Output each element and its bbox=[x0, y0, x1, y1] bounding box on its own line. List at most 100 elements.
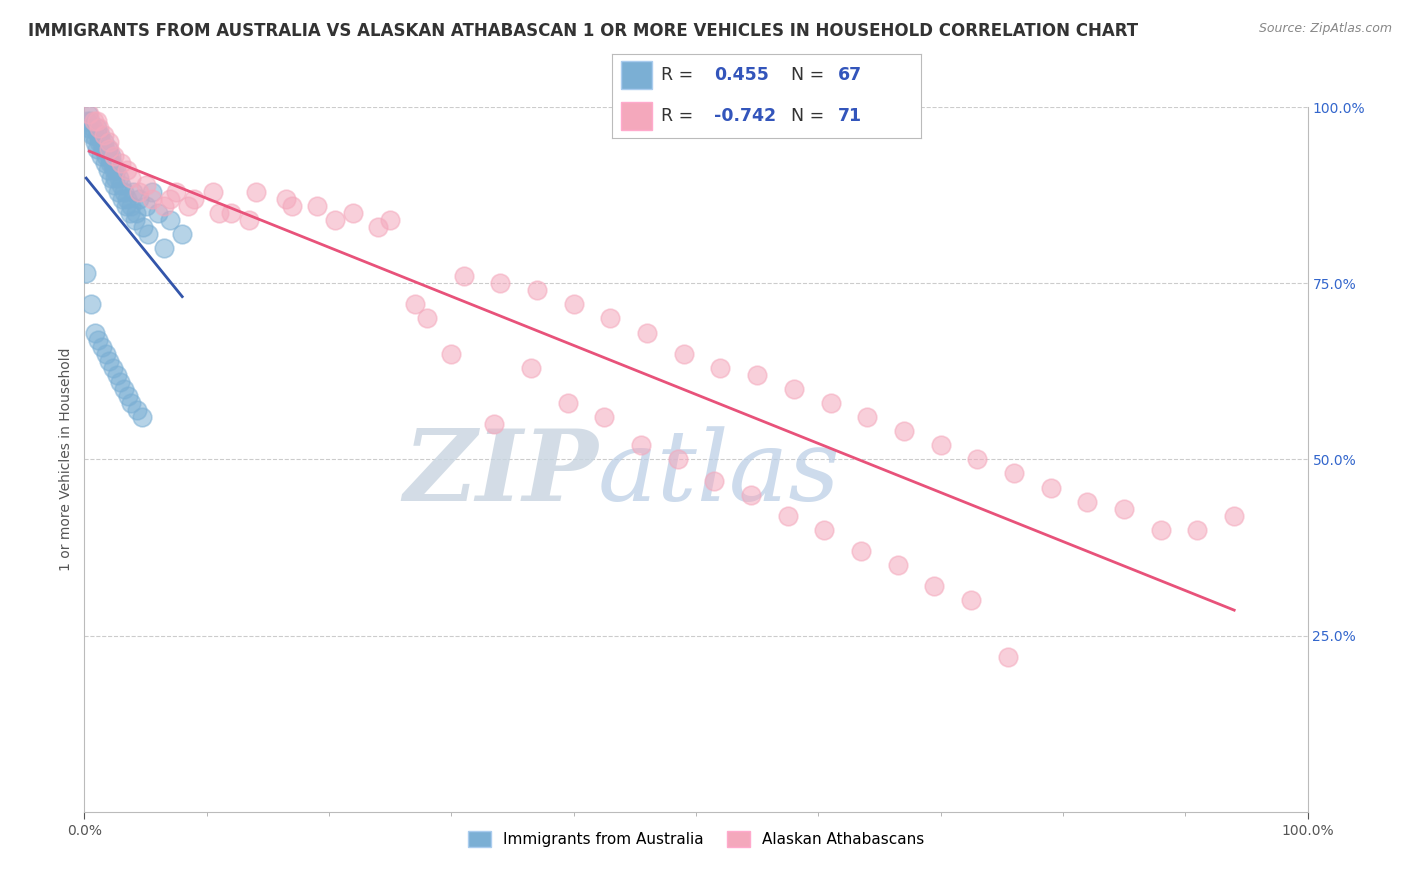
Point bbox=[118, 205, 141, 219]
Point bbox=[562, 297, 585, 311]
Point bbox=[1114, 501, 1136, 516]
Point bbox=[80, 128, 103, 143]
Point bbox=[666, 452, 689, 467]
Point bbox=[966, 452, 988, 467]
Point bbox=[83, 128, 105, 143]
Point bbox=[482, 417, 505, 431]
Point bbox=[636, 326, 658, 340]
Point bbox=[90, 135, 112, 149]
Point bbox=[128, 192, 150, 206]
Point bbox=[91, 340, 114, 354]
Point bbox=[146, 205, 169, 219]
Point bbox=[80, 297, 103, 311]
Point bbox=[87, 128, 110, 143]
Point bbox=[97, 163, 120, 178]
Point bbox=[86, 121, 108, 136]
Point bbox=[94, 346, 117, 360]
Point bbox=[98, 156, 121, 170]
Point bbox=[83, 114, 105, 128]
Point bbox=[141, 185, 163, 199]
Point bbox=[115, 192, 138, 206]
Point bbox=[159, 212, 181, 227]
Point bbox=[86, 114, 108, 128]
Point bbox=[1150, 523, 1173, 537]
Point bbox=[97, 135, 120, 149]
Point bbox=[599, 311, 621, 326]
Point bbox=[1223, 508, 1246, 523]
Point bbox=[124, 212, 146, 227]
Point bbox=[416, 311, 439, 326]
Point bbox=[849, 544, 872, 558]
Point bbox=[526, 283, 548, 297]
Point bbox=[110, 375, 132, 389]
Point bbox=[672, 346, 695, 360]
Point bbox=[98, 353, 121, 368]
Point bbox=[177, 199, 200, 213]
Point bbox=[103, 163, 125, 178]
Point bbox=[453, 269, 475, 284]
Point bbox=[112, 185, 135, 199]
Point bbox=[380, 212, 402, 227]
Point bbox=[120, 396, 142, 410]
Point bbox=[520, 360, 543, 375]
Text: atlas: atlas bbox=[598, 425, 841, 521]
Point bbox=[1076, 494, 1098, 508]
Point bbox=[87, 121, 110, 136]
Point bbox=[1039, 481, 1062, 495]
Point bbox=[103, 149, 125, 163]
Point bbox=[820, 396, 842, 410]
Text: R =: R = bbox=[661, 107, 699, 125]
Point bbox=[103, 178, 125, 192]
Point bbox=[100, 149, 122, 163]
Point bbox=[323, 212, 346, 227]
Text: ZIP: ZIP bbox=[404, 425, 598, 522]
Point bbox=[91, 142, 114, 156]
Point bbox=[125, 403, 148, 417]
Point bbox=[79, 114, 101, 128]
Point bbox=[90, 149, 112, 163]
Point bbox=[75, 266, 97, 280]
Text: 67: 67 bbox=[838, 66, 862, 84]
Point bbox=[94, 142, 117, 156]
Point bbox=[305, 199, 328, 213]
Point bbox=[960, 593, 983, 607]
Text: 0.455: 0.455 bbox=[714, 66, 769, 84]
Point bbox=[122, 185, 145, 199]
FancyBboxPatch shape bbox=[621, 62, 652, 89]
Point bbox=[115, 163, 138, 178]
Point bbox=[76, 114, 98, 128]
Text: Source: ZipAtlas.com: Source: ZipAtlas.com bbox=[1258, 22, 1392, 36]
Point bbox=[86, 142, 108, 156]
Point bbox=[83, 326, 105, 340]
Point bbox=[128, 185, 150, 199]
Point bbox=[136, 227, 159, 241]
Point bbox=[112, 382, 135, 396]
Point bbox=[104, 170, 127, 185]
Point bbox=[997, 649, 1019, 664]
Point bbox=[593, 410, 616, 425]
Point bbox=[238, 212, 260, 227]
Point bbox=[404, 297, 426, 311]
Legend: Immigrants from Australia, Alaskan Athabascans: Immigrants from Australia, Alaskan Athab… bbox=[461, 825, 931, 854]
Point bbox=[107, 170, 129, 185]
Text: N =: N = bbox=[792, 107, 830, 125]
Point bbox=[893, 424, 915, 438]
Point bbox=[101, 360, 124, 375]
Point bbox=[276, 192, 298, 206]
Point bbox=[111, 192, 134, 206]
Point bbox=[813, 523, 835, 537]
Point bbox=[342, 205, 364, 219]
Point bbox=[887, 558, 910, 573]
Point bbox=[89, 128, 111, 143]
Point bbox=[93, 128, 115, 143]
Point bbox=[153, 241, 176, 255]
Point bbox=[120, 170, 142, 185]
Point bbox=[97, 149, 120, 163]
Text: R =: R = bbox=[661, 66, 699, 84]
Point bbox=[120, 199, 142, 213]
Point bbox=[93, 135, 115, 149]
Point bbox=[172, 227, 194, 241]
Point bbox=[105, 163, 128, 178]
Point bbox=[93, 156, 115, 170]
Point bbox=[82, 121, 104, 136]
